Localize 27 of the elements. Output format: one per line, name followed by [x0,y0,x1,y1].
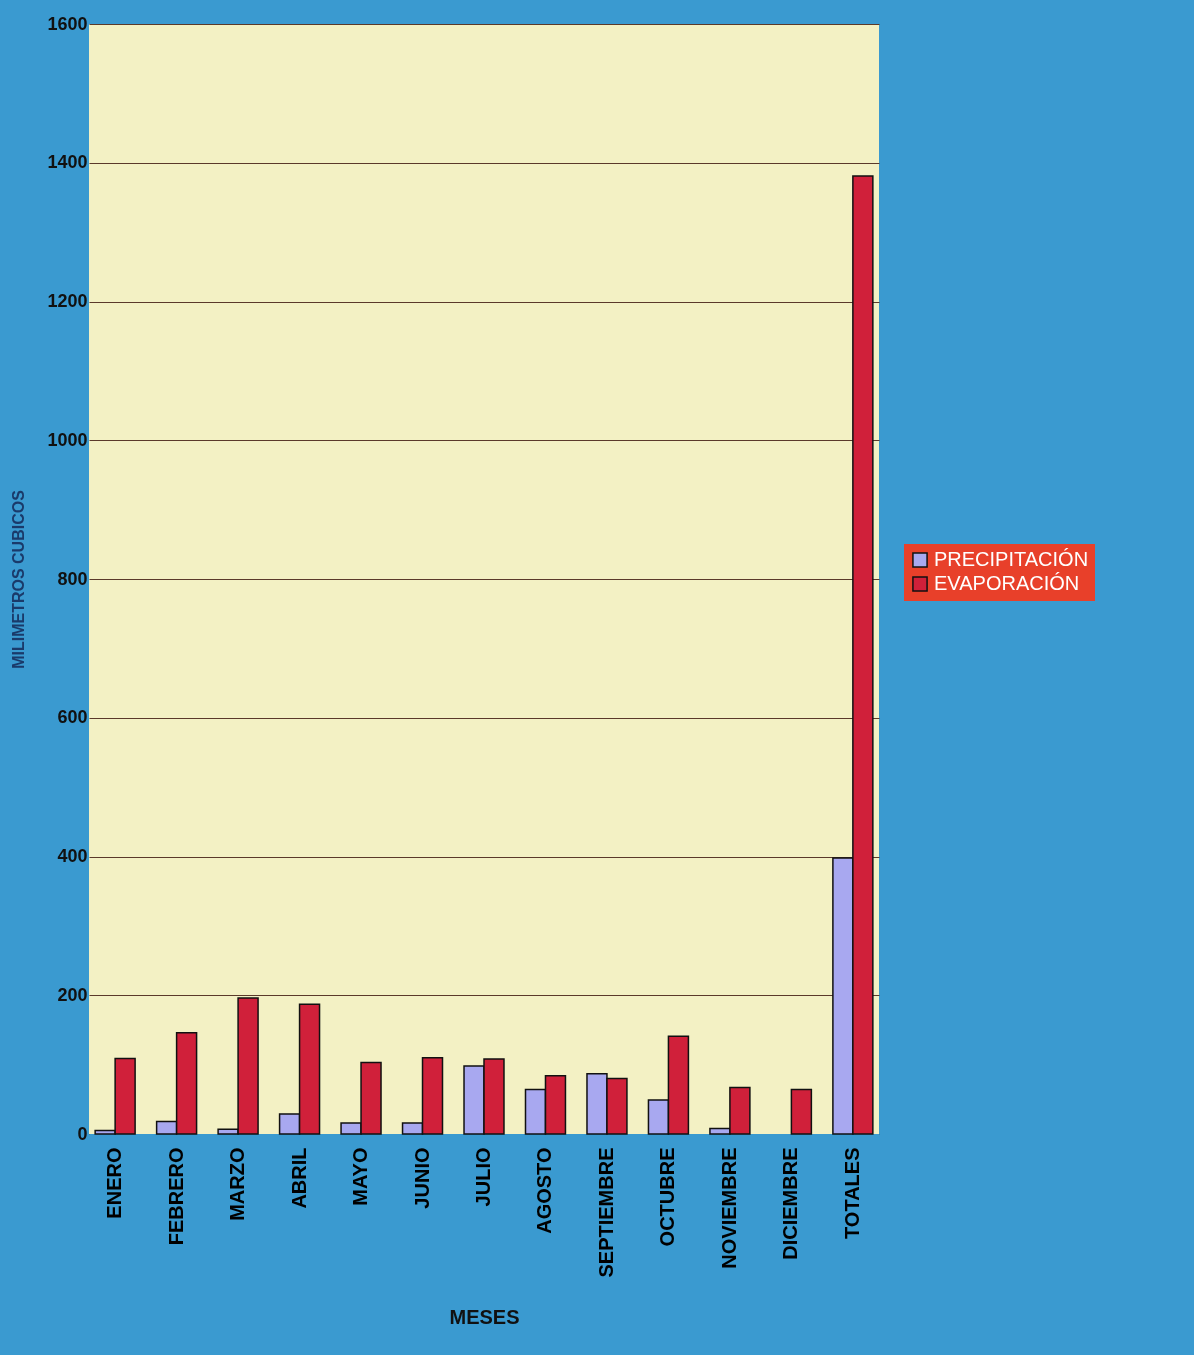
x-tick-label: OCTUBRE [656,1147,679,1247]
x-tick-label: TOTALES [840,1147,863,1239]
legend-label: PRECIPITACIÓN [934,548,1089,570]
y-tick-label: 1600 [47,13,88,34]
y-tick-label: 0 [77,1123,88,1144]
y-tick-label: 800 [57,568,88,589]
x-tick-label: MARZO [226,1147,249,1221]
legend-label: EVAPORACIÓN [934,572,1080,594]
x-tick-label: MAYO [349,1147,372,1206]
y-tick-label: 200 [57,984,88,1005]
y-tick-label: 1200 [47,291,88,311]
x-tick-label: JUNIO [410,1147,433,1209]
y-tick-label: 600 [57,707,88,728]
x-axis-title: MESES [449,1305,520,1328]
x-tick-label: DICIEMBRE [779,1147,802,1260]
y-tick-label: 1000 [47,429,88,450]
x-tick-label: NOVIEMBRE [717,1147,740,1269]
x-tick-label: ABRIL [287,1147,310,1209]
y-tick-label: 400 [57,846,88,866]
x-tick-label: FEBRERO [164,1147,187,1246]
x-tick-label: AGOSTO [533,1147,556,1234]
y-axis-title: MILIMETROS CUBICOS [10,489,28,669]
x-tick-label: SEPTIEMBRE [594,1147,617,1278]
y-tick-label: 1400 [47,152,88,173]
x-tick-label: JULIO [472,1147,494,1207]
x-tick-label: ENERO [103,1147,126,1219]
bar [790,1088,813,1135]
